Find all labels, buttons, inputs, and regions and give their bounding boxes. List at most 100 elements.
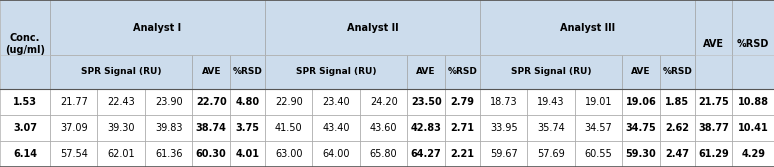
Text: Conc.
(ug/ml): Conc. (ug/ml) (5, 33, 45, 55)
Bar (732, 141, 774, 167)
Bar (695, 115, 732, 141)
Bar (575, 89, 622, 115)
Bar (230, 115, 265, 141)
Bar (660, 141, 695, 167)
Bar (360, 89, 407, 115)
Bar (265, 89, 313, 115)
Text: 21.75: 21.75 (698, 97, 729, 107)
Text: SPR Signal (RU): SPR Signal (RU) (296, 67, 376, 76)
Text: %RSD: %RSD (663, 67, 692, 76)
Bar (480, 141, 527, 167)
Text: 34.75: 34.75 (625, 123, 656, 133)
Text: SPR Signal (RU): SPR Signal (RU) (81, 67, 162, 76)
Text: 22.70: 22.70 (196, 97, 227, 107)
Text: 19.06: 19.06 (625, 97, 656, 107)
Bar (230, 89, 265, 115)
Bar (695, 141, 732, 167)
Bar (313, 115, 360, 141)
Bar (50, 89, 98, 115)
Text: 1.85: 1.85 (666, 97, 690, 107)
Bar (265, 141, 313, 167)
Text: Analyst III: Analyst III (560, 23, 615, 33)
Text: 57.69: 57.69 (537, 149, 565, 159)
Text: 41.50: 41.50 (275, 123, 303, 133)
Bar (527, 89, 575, 115)
Text: 61.36: 61.36 (155, 149, 183, 159)
Bar (622, 141, 660, 167)
Bar (230, 141, 265, 167)
Text: 59.30: 59.30 (625, 149, 656, 159)
Text: 10.41: 10.41 (738, 123, 769, 133)
Bar (660, 55, 695, 89)
Text: 23.90: 23.90 (155, 97, 183, 107)
Bar (0, 0, 50, 89)
Bar (145, 115, 193, 141)
Bar (0, 141, 50, 167)
Bar (407, 89, 445, 115)
Bar (145, 89, 193, 115)
Bar (313, 89, 360, 115)
Bar (98, 141, 145, 167)
Text: 3.07: 3.07 (13, 123, 37, 133)
Bar (98, 89, 145, 115)
Bar (660, 115, 695, 141)
Bar (193, 89, 230, 115)
Bar (407, 55, 445, 89)
Text: 37.09: 37.09 (60, 123, 87, 133)
Bar (445, 141, 480, 167)
Bar (360, 141, 407, 167)
Text: 6.14: 6.14 (13, 149, 37, 159)
Text: 39.30: 39.30 (108, 123, 135, 133)
Bar (145, 141, 193, 167)
Text: 1.53: 1.53 (13, 97, 37, 107)
Bar (407, 141, 445, 167)
Text: 64.27: 64.27 (411, 149, 441, 159)
Text: 4.01: 4.01 (235, 149, 259, 159)
Text: Analyst II: Analyst II (347, 23, 399, 33)
Bar (445, 55, 480, 89)
Text: %RSD: %RSD (447, 67, 478, 76)
Text: 22.43: 22.43 (108, 97, 135, 107)
Text: 23.40: 23.40 (322, 97, 350, 107)
Text: 59.67: 59.67 (490, 149, 518, 159)
Bar (360, 115, 407, 141)
Text: 2.62: 2.62 (666, 123, 690, 133)
Bar (575, 141, 622, 167)
Bar (480, 115, 527, 141)
Text: %RSD: %RSD (737, 39, 769, 49)
Text: 38.74: 38.74 (196, 123, 227, 133)
Bar (445, 115, 480, 141)
Text: 33.95: 33.95 (490, 123, 518, 133)
Bar (0, 115, 50, 141)
Text: 61.29: 61.29 (698, 149, 729, 159)
Bar (313, 141, 360, 167)
Text: 22.90: 22.90 (275, 97, 303, 107)
Text: 18.73: 18.73 (490, 97, 518, 107)
Text: 43.40: 43.40 (323, 123, 350, 133)
Text: 43.60: 43.60 (370, 123, 397, 133)
Bar (50, 115, 98, 141)
Bar (622, 55, 660, 89)
Bar (695, 89, 732, 115)
Text: AVE: AVE (201, 67, 221, 76)
Text: 64.00: 64.00 (323, 149, 350, 159)
Text: 2.71: 2.71 (450, 123, 474, 133)
Bar (622, 89, 660, 115)
Bar (230, 55, 265, 89)
Text: 63.00: 63.00 (275, 149, 303, 159)
Bar (622, 115, 660, 141)
Text: AVE: AVE (416, 67, 436, 76)
Text: 42.83: 42.83 (411, 123, 442, 133)
Text: 34.57: 34.57 (584, 123, 612, 133)
Bar (193, 55, 230, 89)
Text: 2.79: 2.79 (450, 97, 474, 107)
Bar (193, 141, 230, 167)
Bar (407, 115, 445, 141)
Text: 62.01: 62.01 (108, 149, 135, 159)
Text: 21.77: 21.77 (60, 97, 87, 107)
Bar (732, 0, 774, 89)
Bar (695, 0, 732, 89)
Bar (445, 89, 480, 115)
Bar (193, 115, 230, 141)
Text: 19.01: 19.01 (585, 97, 612, 107)
